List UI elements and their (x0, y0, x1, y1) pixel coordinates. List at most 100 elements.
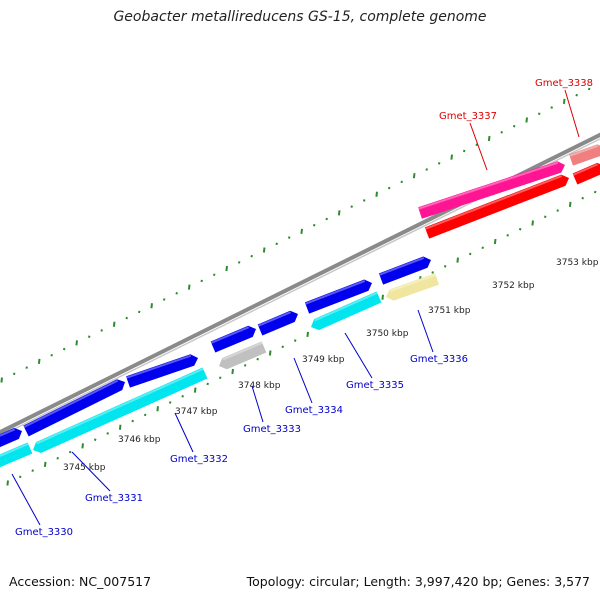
gc-tick-inner (268, 350, 272, 356)
gene-feature-3333-fwd-highlight (210, 326, 250, 344)
ruler-label-3752: 3752 kbp (492, 281, 535, 291)
gc-tick-outer (62, 347, 66, 351)
ruler-label-3746: 3746 kbp (118, 435, 161, 445)
gene-label-gmet_3336[interactable]: Gmet_3336 (410, 354, 468, 365)
ruler-label-3753: 3753 kbp (556, 258, 599, 268)
gc-tick-inner (193, 387, 197, 393)
gc-tick-inner (18, 475, 22, 479)
gc-tick-inner (281, 345, 284, 349)
gc-tick-outer (212, 273, 216, 277)
gene-feature-3330 (0, 442, 33, 469)
gene-label-gmet_3334[interactable]: Gmet_3334 (285, 405, 343, 416)
gc-tick-outer (575, 93, 578, 97)
outer-gc-ticks (0, 87, 591, 383)
gene-feature-3335-highlight (314, 291, 378, 322)
gene-feature-3335-fwd-body (304, 279, 373, 314)
gc-tick-inner (568, 201, 572, 208)
gc-tick-outer (337, 210, 341, 216)
gc-tick-outer (587, 87, 591, 91)
gc-tick-inner (256, 357, 259, 361)
gene-feature-3335-fwd-highlight (305, 280, 366, 305)
gene-feature-3334-body (257, 310, 298, 336)
gc-tick-inner (493, 238, 497, 245)
map-title: Geobacter metallireducens GS-15, complet… (113, 9, 487, 25)
gc-tick-inner (68, 450, 72, 454)
gene-label-gmet_3338[interactable]: Gmet_3338 (535, 78, 593, 89)
gene-feature-3331 (23, 379, 125, 437)
gc-tick-outer (162, 298, 166, 301)
leader-gmet_3334 (293, 357, 313, 404)
gene-feature-3336-fwd-body (378, 256, 431, 285)
gc-tick-outer (312, 223, 316, 227)
gc-tick-inner (468, 252, 472, 256)
gc-tick-outer (125, 316, 128, 320)
gene-feature-3335-fwd (304, 279, 373, 314)
leader-gmet_3338 (564, 89, 580, 138)
gene-feature-3337 (418, 161, 566, 219)
gene-feature-3333-fwd-body (210, 325, 256, 353)
gc-tick-inner (556, 209, 559, 212)
ruler-label-3748: 3748 kbp (238, 381, 281, 391)
gene-feature-3330-body (0, 442, 33, 469)
gene-feature-3331-highlight (23, 379, 119, 428)
gc-tick-inner (93, 438, 97, 441)
gc-tick-outer (437, 162, 441, 165)
gc-tick-outer (237, 261, 241, 264)
gene-feature-3336-fwd (378, 256, 431, 285)
gene-feature-3337-red (424, 174, 569, 239)
gene-feature-3333-body (219, 341, 267, 370)
gene-labels[interactable]: Gmet_3330 Gmet_3331 Gmet_3332 Gmet_3333 Gmet… (11, 78, 593, 538)
gc-tick-inner (306, 331, 309, 338)
gc-tick-outer (487, 135, 491, 142)
gene-label-gmet_3337[interactable]: Gmet_3337 (439, 111, 497, 122)
gene-feature-3331-rev-highlight (36, 367, 204, 445)
gene-label-gmet_3332[interactable]: Gmet_3332 (170, 454, 228, 465)
gene-feature-3338-red-highlight (572, 163, 599, 176)
gc-tick-outer (225, 265, 228, 272)
gc-tick-inner (481, 246, 484, 250)
gene-feature-3336-highlight (389, 273, 436, 292)
gene-feature-3333-fwd (210, 325, 256, 353)
gene-label-gmet_3331[interactable]: Gmet_3331 (85, 493, 143, 504)
gc-tick-outer (0, 377, 3, 383)
gc-tick-inner (431, 271, 434, 274)
gene-feature-3338-body (569, 144, 600, 166)
gc-tick-inner (518, 227, 522, 231)
gc-tick-inner (506, 234, 509, 237)
gc-tick-inner (43, 461, 47, 468)
ruler-label-3747: 3747 kbp (175, 407, 218, 417)
gc-tick-inner (206, 382, 209, 386)
gc-tick-outer (412, 173, 416, 179)
gene-feature-3337-red-body (424, 174, 569, 239)
gc-tick-inner (31, 469, 34, 472)
gene-feature-3333 (219, 341, 267, 370)
gene-feature-3337-red-highlight (425, 175, 563, 230)
gc-tick-outer (425, 168, 428, 171)
gc-tick-outer (550, 106, 553, 109)
gc-tick-outer (275, 242, 278, 246)
accession-text: Accession: NC_007517 (9, 574, 152, 589)
gc-tick-outer (362, 199, 366, 202)
gene-label-gmet_3335[interactable]: Gmet_3335 (346, 380, 404, 391)
ruler-label-3751: 3751 kbp (428, 306, 471, 316)
leader-gmet_3330 (11, 473, 41, 526)
gene-label-gmet_3330[interactable]: Gmet_3330 (15, 527, 73, 538)
leader-gmet_3337 (469, 122, 488, 171)
gc-tick-outer (187, 284, 191, 290)
gc-tick-inner (156, 406, 159, 412)
gene-feature-3329-highlight (0, 428, 16, 442)
gene-feature-3336 (386, 273, 439, 301)
gene-features[interactable] (0, 142, 600, 470)
gc-tick-inner (143, 413, 147, 417)
gc-tick-outer (112, 321, 116, 327)
gene-label-gmet_3333[interactable]: Gmet_3333 (243, 424, 301, 435)
inner-gc-ticks (6, 190, 597, 486)
gc-tick-outer (25, 366, 28, 369)
gene-feature-3337-body (418, 161, 566, 219)
gc-tick-outer (300, 228, 303, 235)
gc-tick-outer (50, 353, 53, 357)
gc-tick-outer (12, 372, 16, 376)
gc-tick-inner (181, 395, 184, 398)
gc-tick-outer (250, 254, 253, 258)
